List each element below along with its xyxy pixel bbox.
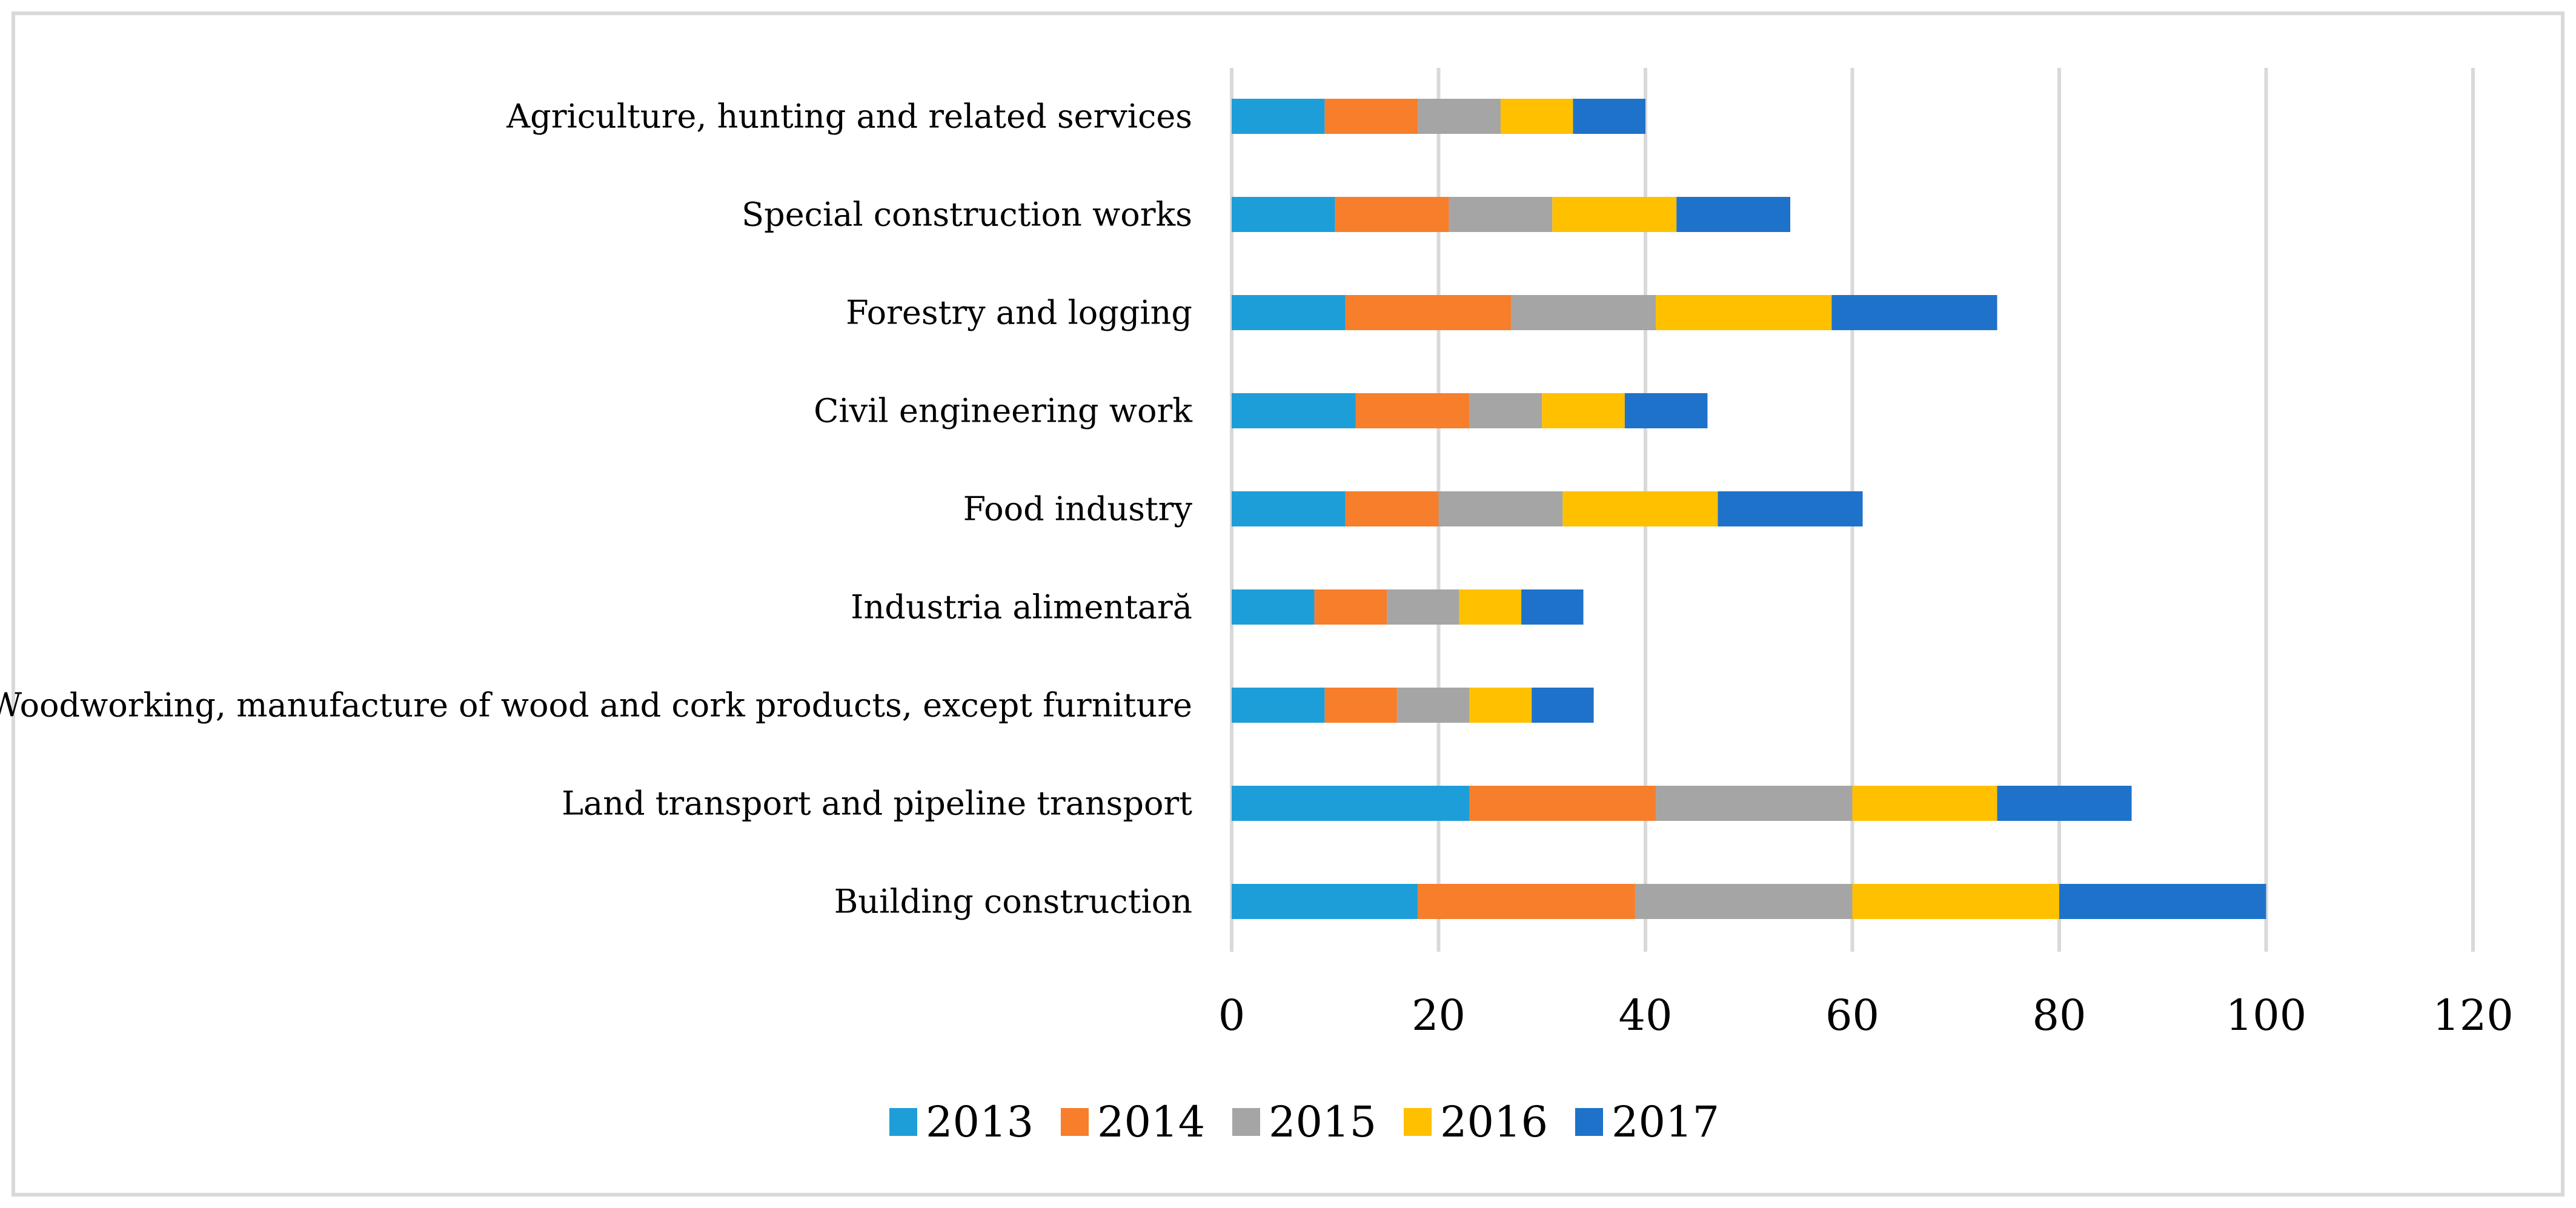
bar-segment-2016-row-4 bbox=[1562, 491, 1718, 526]
legend-label-2014: 2014 bbox=[1097, 1097, 1205, 1147]
bar-segment-2014-row-7 bbox=[1469, 786, 1656, 821]
x-tick-label: 60 bbox=[1825, 991, 1879, 1040]
bar-segment-2016-row-3 bbox=[1542, 393, 1625, 428]
bar-segment-2015-row-0 bbox=[1418, 99, 1501, 134]
legend-swatch-2014 bbox=[1061, 1108, 1089, 1136]
category-label: Agriculture, hunting and related service… bbox=[506, 98, 1192, 136]
legend-swatch-2016 bbox=[1404, 1108, 1432, 1136]
x-tick-label: 20 bbox=[1412, 991, 1466, 1040]
category-label: Building construction bbox=[834, 883, 1192, 921]
bar-segment-2013-row-0 bbox=[1232, 99, 1325, 134]
bar-segment-2013-row-1 bbox=[1232, 197, 1335, 232]
category-labels: Agriculture, hunting and related service… bbox=[0, 98, 1193, 921]
bar-segment-2014-row-5 bbox=[1314, 589, 1387, 625]
bar-segment-2015-row-4 bbox=[1438, 491, 1563, 526]
bar-segment-2017-row-7 bbox=[1997, 786, 2132, 821]
bar-segment-2015-row-5 bbox=[1387, 589, 1459, 625]
bar-segment-2013-row-6 bbox=[1232, 688, 1325, 723]
bar-segment-2017-row-0 bbox=[1573, 99, 1645, 134]
bar-segment-2014-row-4 bbox=[1345, 491, 1439, 526]
bar-segment-2017-row-5 bbox=[1521, 589, 1584, 625]
bars bbox=[1232, 99, 2266, 919]
bar-segment-2016-row-0 bbox=[1500, 99, 1573, 134]
legend-swatch-2015 bbox=[1232, 1108, 1260, 1136]
bar-segment-2015-row-1 bbox=[1449, 197, 1553, 232]
bar-segment-2015-row-3 bbox=[1469, 393, 1542, 428]
bar-segment-2013-row-2 bbox=[1232, 295, 1346, 330]
x-tick-label: 80 bbox=[2032, 991, 2086, 1040]
legend: 2013 2014 2015 2016 2017 bbox=[889, 1097, 1719, 1147]
bar-segment-2016-row-7 bbox=[1852, 786, 1997, 821]
x-tick-label: 100 bbox=[2226, 991, 2307, 1040]
bar-segment-2013-row-4 bbox=[1232, 491, 1346, 526]
bar-segment-2017-row-1 bbox=[1676, 197, 1791, 232]
bar-segment-2013-row-7 bbox=[1232, 786, 1470, 821]
legend-swatch-2017 bbox=[1575, 1108, 1603, 1136]
bar-segment-2015-row-2 bbox=[1511, 295, 1656, 330]
legend-label-2017: 2017 bbox=[1612, 1097, 1719, 1147]
legend-label-2015: 2015 bbox=[1269, 1097, 1376, 1147]
category-label: Forestry and logging bbox=[846, 294, 1192, 332]
bar-segment-2014-row-6 bbox=[1324, 688, 1398, 723]
bar-segment-2017-row-6 bbox=[1532, 688, 1594, 723]
bar-segment-2016-row-2 bbox=[1656, 295, 1832, 330]
bar-segment-2016-row-5 bbox=[1459, 589, 1522, 625]
bar-segment-2016-row-1 bbox=[1552, 197, 1677, 232]
bar-segment-2016-row-8 bbox=[1852, 884, 2059, 919]
category-label: Industria alimentară bbox=[851, 588, 1192, 626]
x-axis-tick-labels: 0 20 40 60 80 100 120 bbox=[1218, 991, 2514, 1040]
category-label: Woodworking, manufacture of wood and cor… bbox=[0, 686, 1192, 725]
bar-segment-2016-row-6 bbox=[1469, 688, 1532, 723]
category-label: Civil engineering work bbox=[814, 392, 1193, 430]
bar-segment-2017-row-8 bbox=[2059, 884, 2266, 919]
legend-label-2016: 2016 bbox=[1440, 1097, 1548, 1147]
bar-segment-2014-row-8 bbox=[1418, 884, 1635, 919]
category-label: Special construction works bbox=[742, 196, 1192, 234]
bar-segment-2014-row-2 bbox=[1345, 295, 1512, 330]
bar-segment-2014-row-1 bbox=[1335, 197, 1449, 232]
bar-segment-2017-row-3 bbox=[1624, 393, 1708, 428]
bar-segment-2015-row-6 bbox=[1397, 688, 1470, 723]
category-label: Food industry bbox=[963, 490, 1193, 528]
legend-swatch-2013 bbox=[889, 1108, 917, 1136]
bar-segment-2013-row-5 bbox=[1232, 589, 1315, 625]
category-label: Land transport and pipeline transport bbox=[562, 785, 1192, 823]
bar-segment-2013-row-8 bbox=[1232, 884, 1418, 919]
bar-segment-2015-row-7 bbox=[1656, 786, 1853, 821]
bar-segment-2017-row-4 bbox=[1718, 491, 1863, 526]
legend-label-2013: 2013 bbox=[926, 1097, 1034, 1147]
x-tick-label: 40 bbox=[1618, 991, 1672, 1040]
bar-segment-2015-row-8 bbox=[1635, 884, 1853, 919]
bar-segment-2017-row-2 bbox=[1831, 295, 1997, 330]
bar-segment-2014-row-0 bbox=[1324, 99, 1418, 134]
x-tick-label: 120 bbox=[2432, 991, 2514, 1040]
x-tick-label: 0 bbox=[1218, 991, 1246, 1040]
bar-segment-2013-row-3 bbox=[1232, 393, 1356, 428]
bar-segment-2014-row-3 bbox=[1355, 393, 1470, 428]
